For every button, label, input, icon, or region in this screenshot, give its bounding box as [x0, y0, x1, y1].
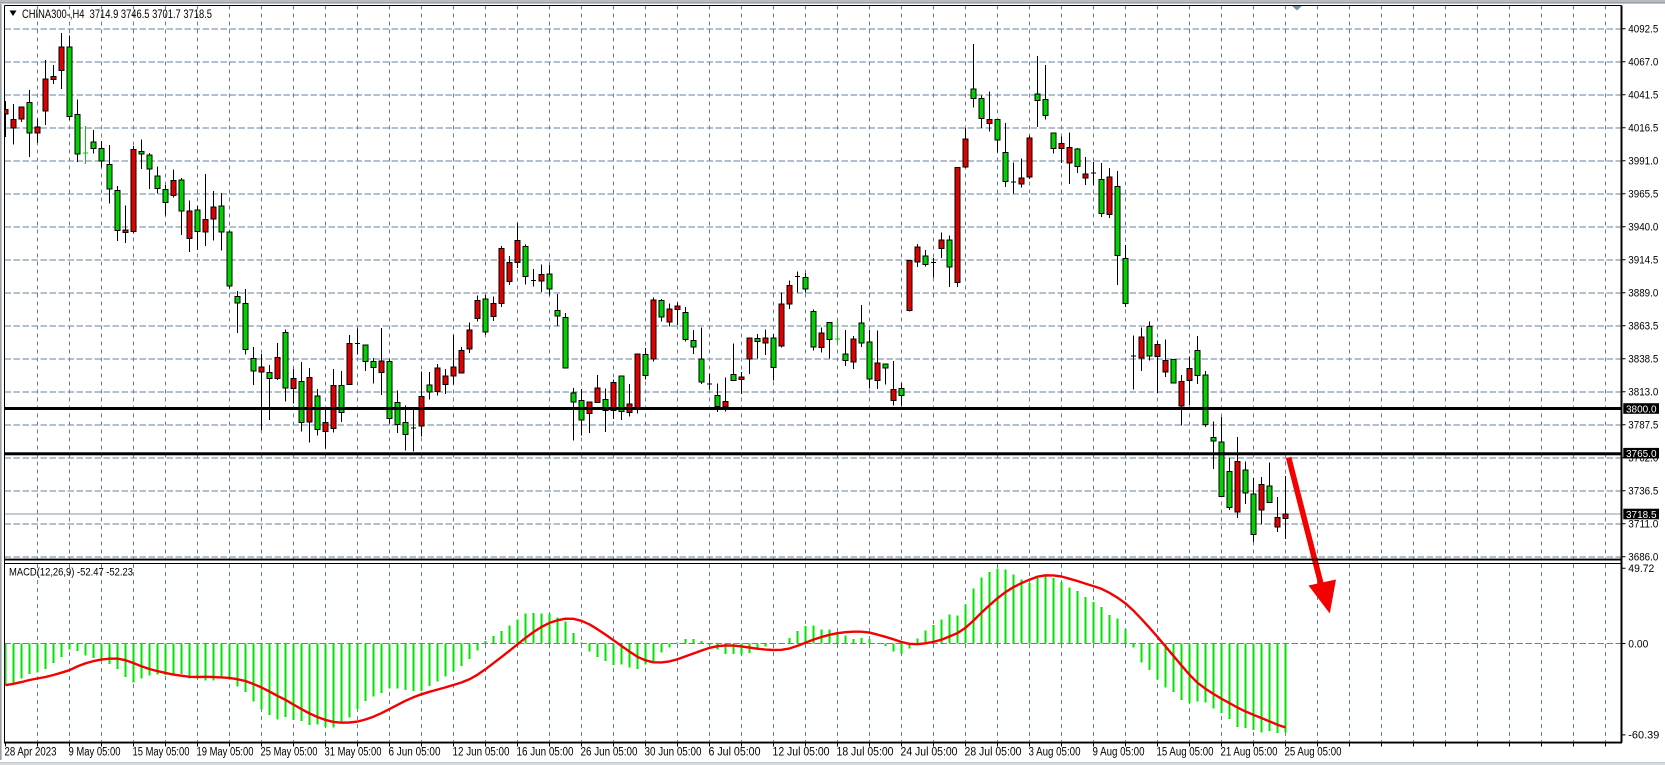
svg-text:18 Jul 05:00: 18 Jul 05:00 [837, 747, 894, 759]
svg-text:3940.0: 3940.0 [1628, 222, 1658, 234]
svg-text:3838.5: 3838.5 [1628, 354, 1658, 366]
svg-text:4092.5: 4092.5 [1628, 24, 1658, 36]
svg-text:3736.5: 3736.5 [1628, 486, 1658, 498]
svg-text:28 Apr 2023: 28 Apr 2023 [5, 747, 57, 759]
svg-text:-60.39: -60.39 [1628, 730, 1659, 742]
svg-text:3787.5: 3787.5 [1628, 420, 1658, 432]
svg-text:3800.0: 3800.0 [1626, 403, 1657, 415]
svg-text:3813.0: 3813.0 [1628, 387, 1658, 399]
svg-text:6 Jun 05:00: 6 Jun 05:00 [389, 747, 441, 759]
svg-text:30 Jun 05:00: 30 Jun 05:00 [645, 747, 702, 759]
svg-text:15 Aug 05:00: 15 Aug 05:00 [1157, 747, 1214, 759]
svg-text:3965.5: 3965.5 [1628, 189, 1658, 201]
svg-text:19 May 05:00: 19 May 05:00 [197, 747, 254, 759]
svg-text:4067.0: 4067.0 [1628, 57, 1658, 69]
svg-text:3711.0: 3711.0 [1628, 519, 1658, 531]
svg-text:26 Jun 05:00: 26 Jun 05:00 [581, 747, 638, 759]
svg-text:4041.5: 4041.5 [1628, 90, 1658, 102]
svg-text:31 May 05:00: 31 May 05:00 [325, 747, 382, 759]
svg-text:28 Jul 05:00: 28 Jul 05:00 [965, 747, 1022, 759]
svg-text:49.72: 49.72 [1628, 563, 1654, 575]
svg-text:3889.0: 3889.0 [1628, 288, 1658, 300]
svg-text:3914.5: 3914.5 [1628, 255, 1658, 267]
svg-text:3718.5: 3718.5 [1626, 509, 1657, 521]
svg-text:16 Jun 05:00: 16 Jun 05:00 [517, 747, 574, 759]
svg-text:25 Aug 05:00: 25 Aug 05:00 [1285, 747, 1342, 759]
svg-text:MACD(12,26,9) -52.47 -52.23: MACD(12,26,9) -52.47 -52.23 [9, 567, 133, 579]
svg-text:25 May 05:00: 25 May 05:00 [261, 747, 318, 759]
svg-text:3765.0: 3765.0 [1626, 448, 1657, 460]
svg-text:9 May 05:00: 9 May 05:00 [69, 747, 121, 759]
svg-text:24 Jul 05:00: 24 Jul 05:00 [901, 747, 958, 759]
svg-text:9 Aug 05:00: 9 Aug 05:00 [1093, 747, 1145, 759]
svg-text:12 Jun 05:00: 12 Jun 05:00 [453, 747, 510, 759]
svg-text:0.00: 0.00 [1628, 638, 1648, 650]
svg-text:3686.0: 3686.0 [1628, 552, 1658, 564]
svg-text:CHINA300-,H4 3714.9 3746.5 37: CHINA300-,H4 3714.9 3746.5 3701.7 3718.5 [22, 7, 212, 21]
svg-text:3991.0: 3991.0 [1628, 156, 1658, 168]
svg-text:3863.5: 3863.5 [1628, 321, 1658, 333]
svg-text:21 Aug 05:00: 21 Aug 05:00 [1221, 747, 1278, 759]
svg-text:6 Jul 05:00: 6 Jul 05:00 [709, 747, 761, 759]
svg-text:15 May 05:00: 15 May 05:00 [133, 747, 190, 759]
svg-text:3 Aug 05:00: 3 Aug 05:00 [1029, 747, 1081, 759]
svg-text:4016.5: 4016.5 [1628, 123, 1658, 135]
svg-text:12 Jul 05:00: 12 Jul 05:00 [773, 747, 830, 759]
